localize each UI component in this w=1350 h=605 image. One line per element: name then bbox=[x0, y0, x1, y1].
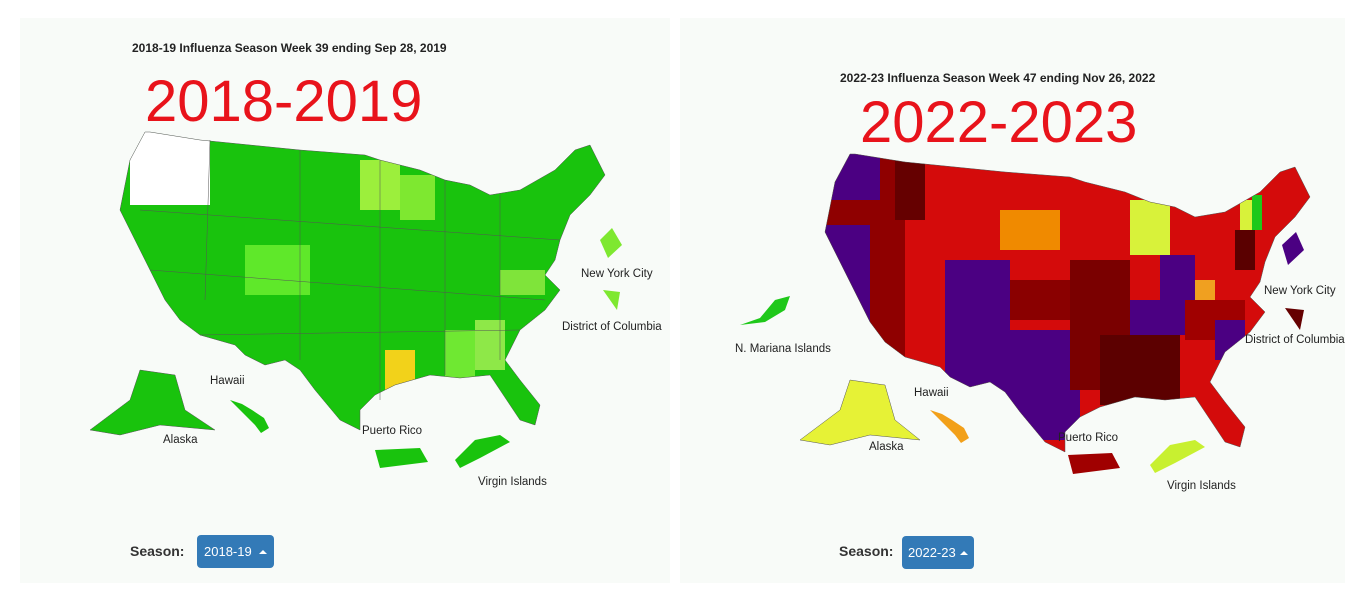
map-label: Hawaii bbox=[914, 387, 949, 399]
map-label: Alaska bbox=[163, 434, 198, 446]
map-label: Hawaii bbox=[210, 375, 245, 387]
map-label: New York City bbox=[1264, 285, 1336, 297]
season-dropdown[interactable]: 2018-19 bbox=[197, 535, 274, 568]
season-label: Season: bbox=[839, 543, 893, 559]
season-value[interactable]: 2022-23 bbox=[908, 545, 956, 560]
map-label: Puerto Rico bbox=[362, 425, 422, 437]
map-label: Virgin Islands bbox=[1167, 480, 1236, 492]
map-label: District of Columbia bbox=[1245, 334, 1345, 346]
map-subtitle: 2022-23 Influenza Season Week 47 ending … bbox=[840, 71, 1156, 85]
map-label: Alaska bbox=[869, 441, 904, 453]
map-label: Virgin Islands bbox=[478, 476, 547, 488]
map-label: District of Columbia bbox=[562, 321, 662, 333]
season-value[interactable]: 2018-19 bbox=[204, 544, 252, 559]
map-label: Puerto Rico bbox=[1058, 432, 1118, 444]
season-label: Season: bbox=[130, 543, 184, 559]
map-subtitle: 2018-19 Influenza Season Week 39 ending … bbox=[132, 41, 447, 55]
map-label: N. Mariana Islands bbox=[735, 343, 831, 355]
map-label: New York City bbox=[581, 268, 653, 280]
overlay-title: 2018-2019 bbox=[145, 69, 422, 134]
overlay-title: 2022-2023 bbox=[860, 90, 1137, 155]
season-dropdown[interactable]: 2022-23 bbox=[902, 536, 974, 569]
